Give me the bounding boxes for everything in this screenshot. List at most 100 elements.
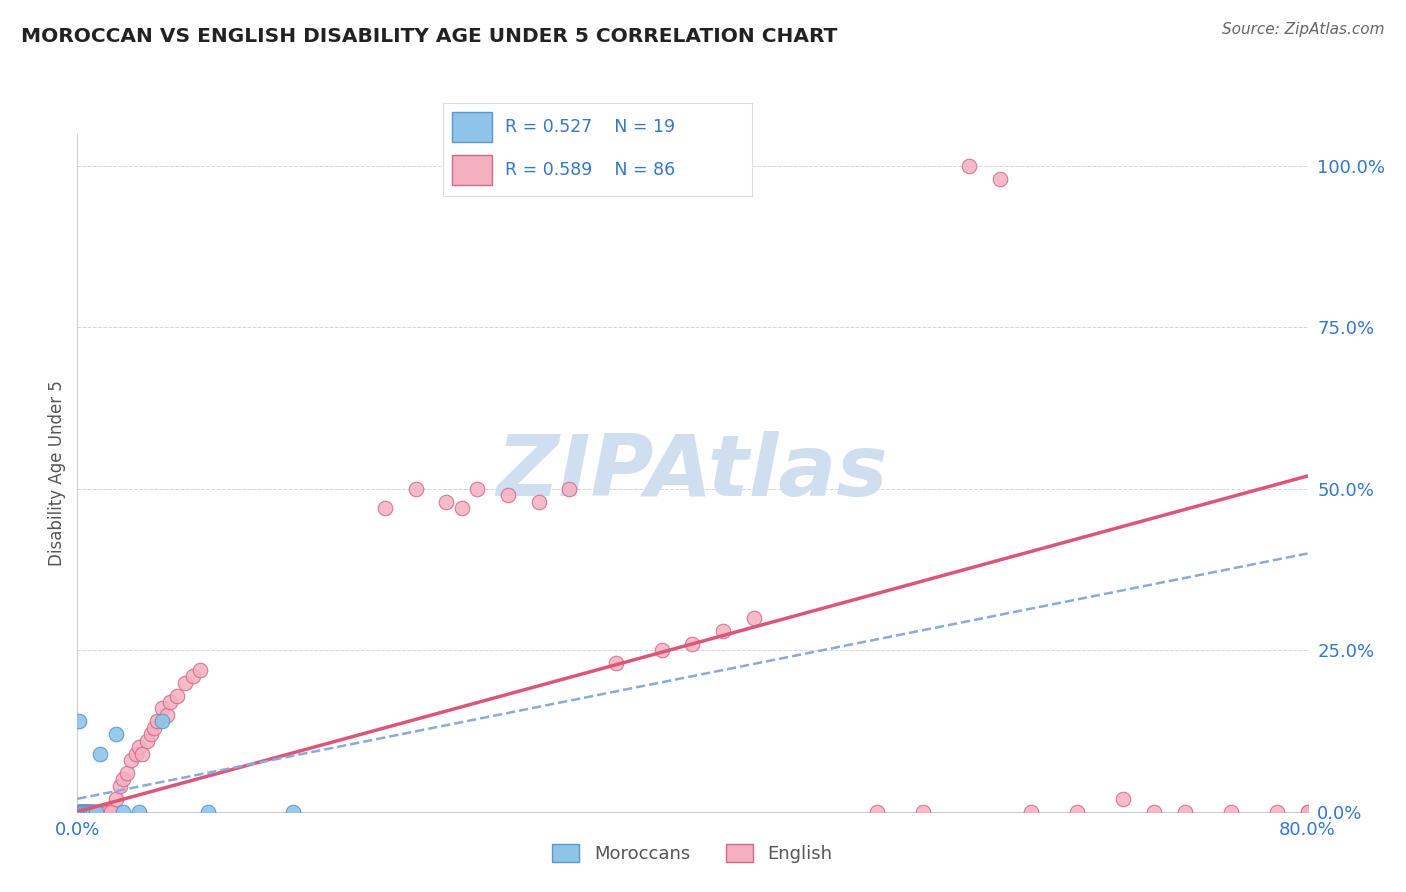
- Point: [67, 714, 90, 729]
- Point: [72, 805, 94, 819]
- Point: [73, 805, 96, 819]
- Point: [77, 805, 100, 819]
- Point: [72, 805, 94, 819]
- Text: R = 0.527    N = 19: R = 0.527 N = 19: [505, 118, 675, 136]
- Point: [80, 805, 103, 819]
- Point: [80, 805, 103, 819]
- Point: [87, 805, 110, 819]
- Y-axis label: Disability Age Under 5: Disability Age Under 5: [48, 380, 66, 566]
- Point: [120, 753, 142, 767]
- Point: [73, 805, 96, 819]
- Point: [405, 482, 427, 496]
- Point: [72, 805, 94, 819]
- Point: [181, 669, 204, 683]
- FancyBboxPatch shape: [453, 155, 492, 185]
- Point: [1112, 792, 1135, 806]
- Text: R = 0.589    N = 86: R = 0.589 N = 86: [505, 161, 675, 179]
- Point: [97, 805, 120, 819]
- Point: [988, 172, 1011, 186]
- Point: [866, 805, 889, 819]
- Point: [89, 747, 111, 761]
- Point: [77, 805, 100, 819]
- Point: [110, 779, 132, 793]
- Point: [188, 663, 212, 677]
- Point: [77, 805, 100, 819]
- Point: [82, 805, 104, 819]
- Point: [70, 805, 93, 819]
- Point: [72, 805, 94, 819]
- Point: [93, 805, 115, 819]
- Point: [69, 805, 91, 819]
- Point: [112, 805, 135, 819]
- Point: [69, 805, 91, 819]
- Point: [82, 805, 104, 819]
- Point: [1296, 805, 1319, 819]
- Point: [742, 611, 765, 625]
- FancyBboxPatch shape: [453, 112, 492, 142]
- Point: [73, 805, 96, 819]
- Point: [67, 805, 90, 819]
- Point: [682, 637, 704, 651]
- Point: [79, 805, 101, 819]
- Point: [125, 747, 148, 761]
- Point: [72, 805, 94, 819]
- Point: [76, 805, 98, 819]
- Point: [197, 805, 219, 819]
- Point: [100, 805, 122, 819]
- Point: [84, 805, 107, 819]
- Point: [1066, 805, 1088, 819]
- Point: [159, 695, 181, 709]
- Point: [131, 747, 153, 761]
- Point: [67, 805, 90, 819]
- Text: ZIPAtlas: ZIPAtlas: [496, 431, 889, 515]
- Point: [1296, 805, 1319, 819]
- Point: [69, 805, 91, 819]
- Point: [104, 727, 127, 741]
- Point: [957, 159, 980, 173]
- Point: [69, 805, 91, 819]
- Point: [115, 766, 138, 780]
- Point: [527, 495, 550, 509]
- Point: [146, 714, 169, 729]
- Point: [76, 805, 98, 819]
- Point: [711, 624, 734, 638]
- Point: [73, 805, 96, 819]
- Point: [70, 805, 93, 819]
- Point: [436, 495, 458, 509]
- Point: [76, 805, 98, 819]
- Point: [82, 805, 104, 819]
- Point: [89, 805, 111, 819]
- Point: [651, 643, 673, 657]
- Point: [605, 657, 627, 671]
- Point: [143, 721, 166, 735]
- Point: [112, 772, 135, 787]
- Point: [94, 805, 117, 819]
- Point: [70, 805, 93, 819]
- Point: [1174, 805, 1197, 819]
- Point: [496, 488, 519, 502]
- Point: [86, 805, 108, 819]
- Point: [1019, 805, 1042, 819]
- Point: [174, 675, 197, 690]
- Text: MOROCCAN VS ENGLISH DISABILITY AGE UNDER 5 CORRELATION CHART: MOROCCAN VS ENGLISH DISABILITY AGE UNDER…: [21, 27, 838, 45]
- Point: [77, 805, 100, 819]
- Point: [558, 482, 581, 496]
- Point: [84, 805, 107, 819]
- Point: [79, 805, 101, 819]
- Point: [83, 805, 105, 819]
- Point: [150, 714, 173, 729]
- Point: [67, 805, 90, 819]
- Point: [374, 501, 396, 516]
- Point: [79, 805, 101, 819]
- Point: [90, 805, 114, 819]
- Point: [141, 727, 163, 741]
- Point: [128, 740, 150, 755]
- Point: [281, 805, 304, 819]
- Legend: Moroccans, English: Moroccans, English: [546, 837, 839, 871]
- Point: [465, 482, 488, 496]
- Point: [155, 707, 177, 722]
- Point: [166, 689, 188, 703]
- Point: [1219, 805, 1241, 819]
- Point: [104, 792, 127, 806]
- Point: [150, 701, 173, 715]
